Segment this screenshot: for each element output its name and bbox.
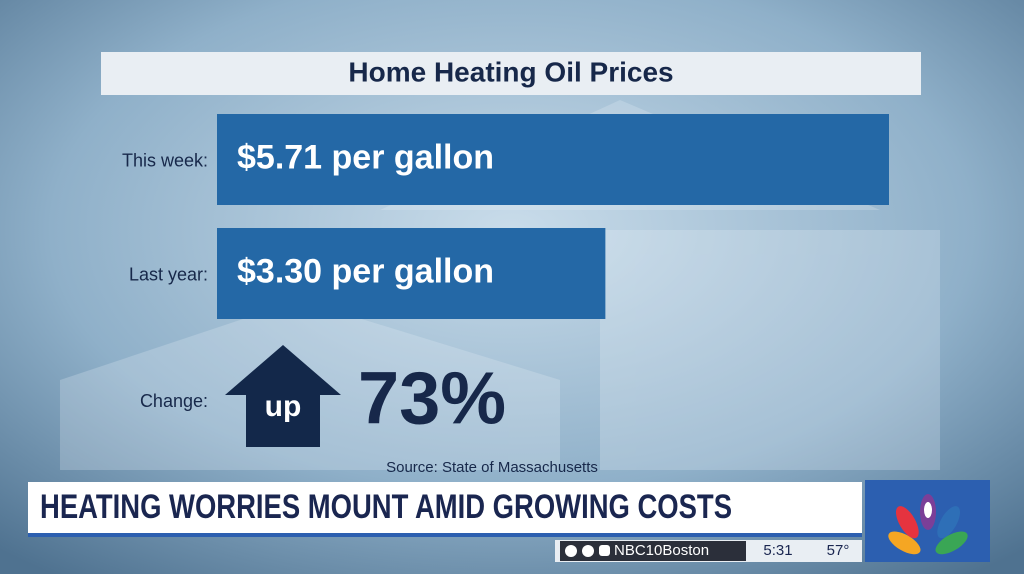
headline: HEATING WORRIES MOUNT AMID GROWING COSTS bbox=[40, 488, 732, 526]
handle: NBC10Boston bbox=[614, 542, 709, 559]
category-label: This week: bbox=[122, 150, 208, 170]
social-icons bbox=[565, 545, 610, 557]
peacock-logo bbox=[888, 494, 968, 555]
title-bar bbox=[101, 52, 921, 95]
bar bbox=[217, 114, 889, 205]
change-label: Change: bbox=[140, 391, 208, 411]
value-label: $5.71 per gallon bbox=[237, 138, 494, 176]
arrow-label: up bbox=[265, 390, 302, 423]
value-label: $3.30 per gallon bbox=[237, 252, 494, 290]
bar bbox=[217, 228, 606, 319]
time: 5:31 bbox=[763, 542, 792, 559]
source: Source: State of Massachusetts bbox=[386, 459, 598, 476]
change-value: 73% bbox=[358, 357, 506, 440]
headline-bar bbox=[28, 482, 862, 535]
chart-title: Home Heating Oil Prices bbox=[348, 56, 673, 87]
up-arrow bbox=[225, 345, 341, 447]
category-label: Last year: bbox=[129, 264, 208, 284]
headline-strip bbox=[28, 533, 862, 537]
temperature: 57° bbox=[827, 542, 850, 559]
